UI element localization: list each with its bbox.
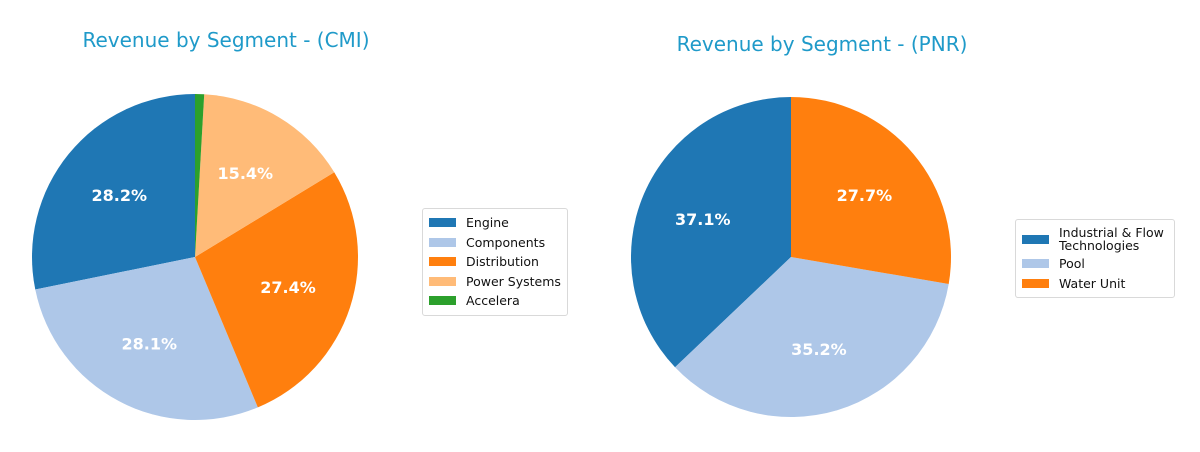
legend-label: Industrial & Flow Technologies <box>1059 225 1164 253</box>
legend-swatch <box>429 276 456 286</box>
pie-slice-accelera <box>195 94 205 257</box>
pie-slice-distribution <box>195 172 358 408</box>
legend-label: Engine <box>466 215 509 231</box>
pie-percent-label: 37.1% <box>675 210 731 229</box>
pie-slice-components <box>35 257 258 420</box>
pie-percent-label: 35.2% <box>791 340 847 359</box>
legend-label: Distribution <box>466 254 539 270</box>
legend-item-accelera: Accelera <box>429 291 561 311</box>
legend-item-power-systems: Power Systems <box>429 272 561 292</box>
legend-label: Power Systems <box>466 273 561 289</box>
legend-item-engine: Engine <box>429 213 561 233</box>
pie-percent-label: 27.7% <box>837 186 893 205</box>
pie-percent-label: 15.4% <box>218 164 274 183</box>
pnr-legend: Industrial & Flow Technologies Pool Water… <box>1015 219 1175 298</box>
pnr-pie: 37.1% 35.2% 27.7% <box>630 97 951 418</box>
pie-slice-pool <box>675 257 949 418</box>
legend-swatch <box>429 237 456 247</box>
legend-swatch <box>1022 259 1049 269</box>
cmi-pie: 28.2% 28.1% 27.4% 15.4% <box>32 94 358 420</box>
pie-percent-label: 28.1% <box>121 334 177 353</box>
legend-swatch <box>1022 234 1049 244</box>
legend-item-water-unit: Water Unit <box>1022 274 1168 294</box>
legend-swatch <box>1022 278 1049 288</box>
legend-item-industrial-flow: Industrial & Flow Technologies <box>1022 224 1168 254</box>
pnr-chart-title: Revenue by Segment - (PNR) <box>676 32 968 56</box>
legend-item-pool: Pool <box>1022 254 1168 274</box>
legend-swatch <box>429 296 456 306</box>
cmi-legend: Engine Components Distribution Power Sys… <box>422 208 568 316</box>
pie-percent-label: 28.2% <box>91 186 147 205</box>
pie-slice-engine <box>32 94 195 290</box>
cmi-chart-title: Revenue by Segment - (CMI) <box>82 28 370 52</box>
pie-slice-water-unit <box>791 97 951 285</box>
legend-item-components: Components <box>429 233 561 253</box>
legend-label: Accelera <box>466 293 520 309</box>
pie-slice-power-systems <box>195 94 335 257</box>
legend-label: Pool <box>1059 256 1085 272</box>
pie-percent-label: 27.4% <box>260 278 316 297</box>
legend-item-distribution: Distribution <box>429 252 561 272</box>
legend-label: Components <box>466 234 546 250</box>
legend-swatch <box>429 218 456 228</box>
legend-label: Water Unit <box>1059 275 1126 291</box>
legend-swatch <box>429 257 456 267</box>
pie-slice-industrial-flow-technologies <box>630 97 791 368</box>
